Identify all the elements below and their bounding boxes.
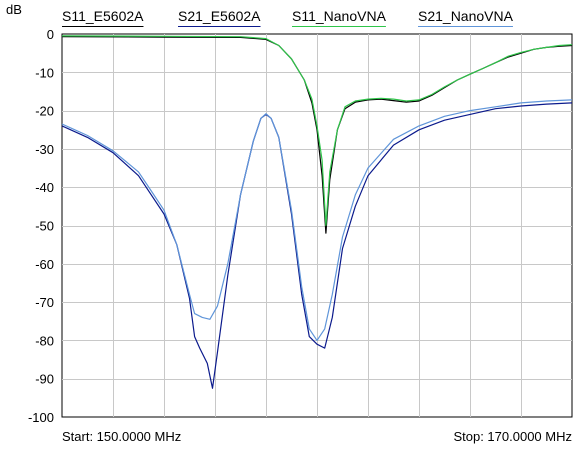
legend-label: S11_E5602A [62,8,144,24]
legend-item: S11_E5602A [62,8,144,27]
y-tick-label: -30 [35,142,54,157]
y-tick-label: -40 [35,180,54,195]
y-tick-label: -90 [35,372,54,387]
legend-label: S21_NanoVNA [418,8,514,24]
stop-frequency-label: Stop: 170.0000 MHz [453,429,572,444]
legend-item: S11_NanoVNA [292,8,387,27]
legend-item: S21_E5602A [178,8,261,27]
legend-item: S21_NanoVNA [418,8,514,27]
y-tick-label: -50 [35,219,54,234]
series-lines [61,35,573,389]
y-tick-label: -10 [35,65,54,80]
series-line-s21-nanovna [61,99,573,341]
y-tick-label: -20 [35,104,54,119]
series-line-s11-nanovna [61,35,573,227]
y-tick-label: -100 [28,410,54,425]
y-tick-labels: 0 -10 -20 -30 -40 -50 -60 -70 -80 -90 -100 [28,27,54,425]
y-tick-label: -80 [35,333,54,348]
y-tick-label: 0 [47,27,54,42]
legend-label: S21_E5602A [178,8,261,24]
start-frequency-label: Start: 150.0000 MHz [62,429,181,444]
legend-label: S11_NanoVNA [292,8,387,24]
y-tick-label: -60 [35,257,54,272]
y-tick-label: -70 [35,295,54,310]
legend: S11_E5602A S21_E5602A S11_NanoVNA S21_NanoV… [62,8,514,27]
y-axis-label: dB [6,2,22,17]
